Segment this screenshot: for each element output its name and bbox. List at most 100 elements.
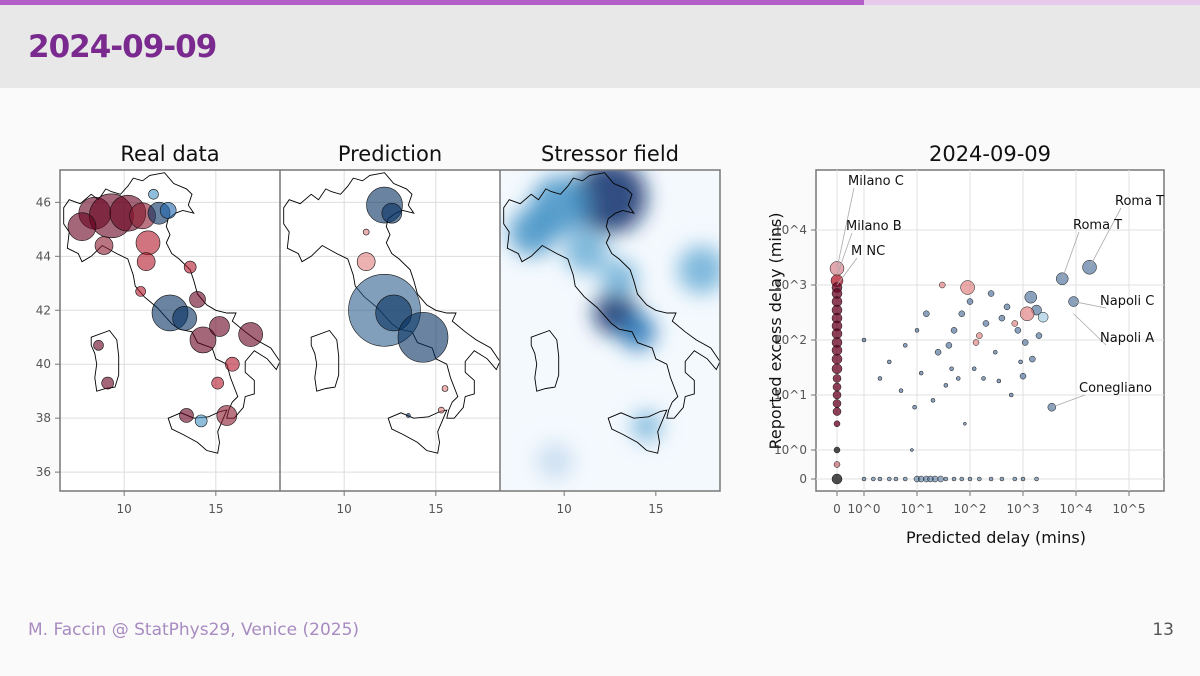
map-ytick-label: 46 [36, 195, 51, 209]
scatter-point-zero-y [861, 476, 867, 482]
scatter-point-zero-y [967, 476, 973, 482]
page-number: 13 [1152, 620, 1174, 640]
italy-shape-0 [503, 172, 720, 419]
scatter-point [1035, 332, 1043, 339]
map-ytick-label: 38 [36, 411, 51, 425]
scatter-point [963, 422, 967, 426]
scatter-point [1021, 339, 1029, 346]
map-point [194, 414, 208, 428]
stressor-hotspot [619, 313, 656, 351]
map-point [93, 340, 104, 351]
annotation-leader [836, 257, 858, 286]
panel-title-stressor: Stressor field [541, 142, 679, 166]
scatter-point [861, 337, 867, 343]
stressor-hotspot [509, 208, 557, 256]
scatter-point-zero-x [832, 374, 842, 383]
scatter-point [910, 448, 914, 452]
scatter-point-zero-y [959, 476, 965, 482]
stressor-hotspot [632, 411, 662, 441]
prediction-map [280, 170, 500, 491]
maps-frame [59, 169, 721, 492]
map-point [148, 188, 159, 200]
stressor-hotspot [573, 170, 647, 234]
map-point [135, 286, 146, 297]
scatter-point [971, 366, 977, 372]
scatter-point [996, 378, 1002, 384]
map-point [356, 252, 376, 272]
annotation-leader [836, 232, 853, 276]
scatter-point [898, 388, 904, 393]
scatter-point [976, 332, 983, 339]
annotation-label: Napoli C [1100, 294, 1154, 309]
map-point [189, 326, 217, 354]
scatter-point [1029, 355, 1036, 363]
y-axis-label: Reported excess delay (mins) [766, 212, 785, 449]
scatter-ytick-label: 0 [799, 472, 807, 486]
scatter-xtick-label: 10^3 [1007, 502, 1040, 516]
annotation-label: Roma T [1115, 194, 1164, 209]
delay-scatter: Milano C Milano B M NC Roma T Roma T Napoli C… [766, 169, 1165, 547]
map-xtick-label: 10 [557, 502, 572, 516]
annotation-leader [1073, 301, 1107, 309]
scatter-point [982, 320, 990, 327]
map-ytick-label: 44 [36, 249, 51, 263]
map-point [381, 202, 403, 224]
scatter-xtick-label: 0 [833, 502, 841, 516]
annotation-leader [836, 187, 855, 269]
map-xtick-label: 15 [208, 502, 223, 516]
scatter-point [912, 404, 917, 410]
scatter-xtick-label: 10^2 [954, 502, 987, 516]
scatter-point [934, 348, 942, 356]
map-point [189, 291, 206, 308]
scatter-point-zero-y [1034, 476, 1039, 482]
map-ytick-label: 40 [36, 357, 51, 371]
progress-bar [0, 0, 1200, 5]
scatter-point [914, 328, 920, 333]
annotation-leader [1061, 231, 1080, 279]
scatter-point [902, 343, 908, 348]
scatter-point [993, 349, 998, 355]
map-point [211, 376, 224, 390]
real-data-map [60, 170, 280, 491]
panel-title-scatter: 2024-09-09 [929, 142, 1051, 166]
slide-title: 2024-09-09 [28, 29, 217, 65]
annotation-label: Milano C [848, 174, 904, 189]
scatter-point-zero-x [832, 390, 842, 400]
scatter-point [987, 290, 995, 297]
scatter-point [950, 327, 958, 334]
map-xtick-label: 10 [337, 502, 352, 516]
scatter-point [943, 383, 949, 388]
scatter-point [966, 298, 974, 305]
annotation-label: M NC [851, 244, 885, 259]
scatter-ytick-label: 10^2 [774, 333, 807, 347]
scatter-point-zero-y [877, 476, 883, 482]
scatter-points [829, 260, 1097, 485]
scatter-point [1037, 311, 1049, 323]
annotation-leader [1073, 313, 1107, 346]
scatter-point-zero-y [943, 476, 949, 482]
slide-header: 2024-09-09 [0, 5, 1200, 88]
map-xtick-label: 15 [428, 502, 443, 516]
scatter-point-zero-x [832, 382, 842, 392]
italy-shape-0 [63, 172, 280, 419]
stressor-hotspot [600, 259, 638, 297]
stressor-field-map [500, 170, 720, 491]
map-ytick-label: 36 [36, 465, 51, 479]
scatter-point-zero-y [871, 476, 876, 482]
scatter-point [1019, 306, 1035, 322]
map-point [406, 413, 411, 418]
scatter-ytick-label: 10^4 [774, 223, 807, 237]
scatter-point-zero-x [833, 461, 841, 468]
scatter-ticks: 0 10^0 10^1 10^2 10^3 10^4 10^5 0 10^0 10^1 10^2 10… [774, 223, 1145, 516]
scatter-point [939, 281, 946, 289]
scatter-point-zero-x [832, 399, 842, 408]
scatter-point-zero-y [1020, 476, 1026, 482]
scatter-point [1003, 303, 1011, 311]
scatter-point [1014, 327, 1022, 334]
map-point [101, 376, 114, 390]
panel-title-prediction: Prediction [338, 142, 442, 166]
italy-outline-stressor [503, 172, 720, 454]
scatter-point-zero-x [831, 363, 843, 375]
italy-shape-2 [530, 329, 560, 392]
